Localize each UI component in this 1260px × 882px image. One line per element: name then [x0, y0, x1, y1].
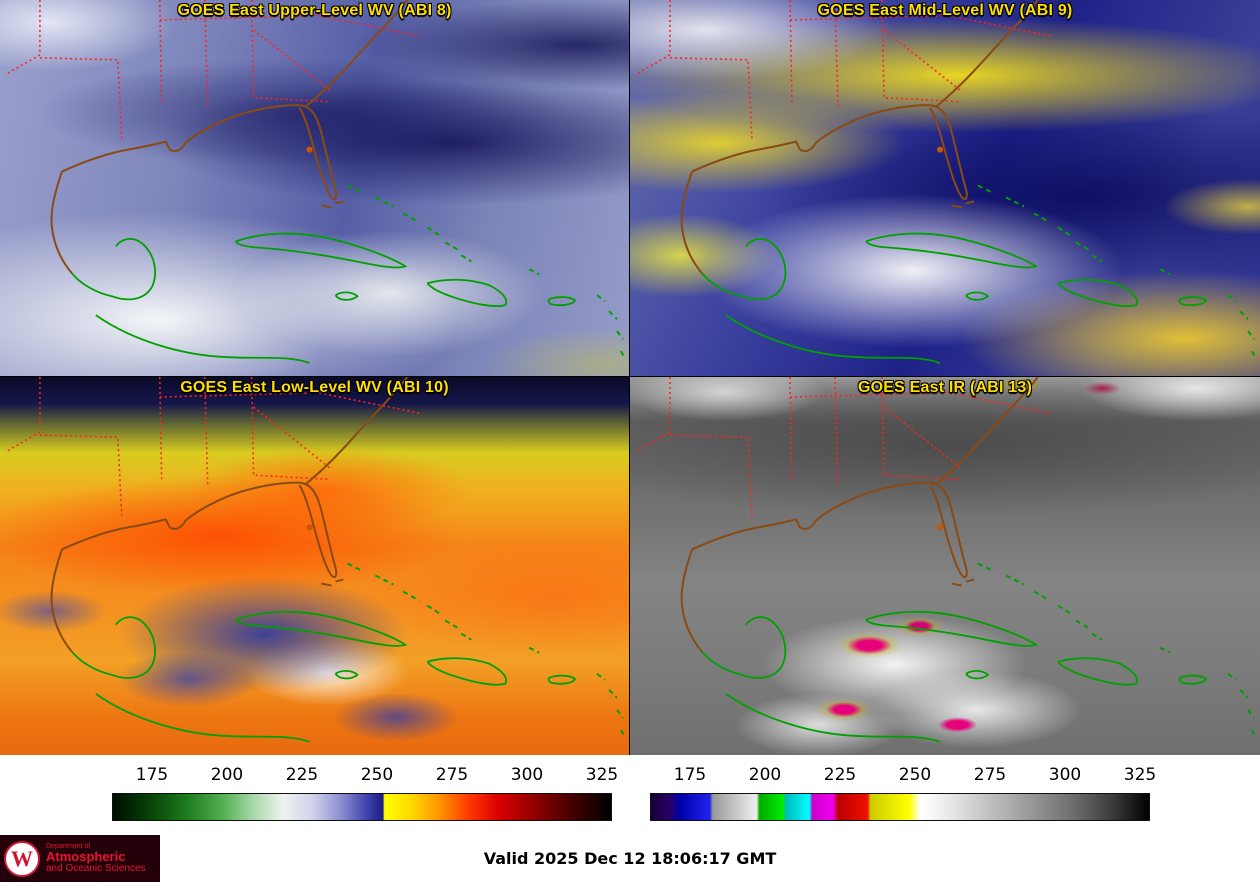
tick-label: 250	[360, 765, 394, 785]
ir-colorbar-gradient	[650, 793, 1150, 821]
ir-colorbar: 175 200 225 250 275 300 325	[650, 761, 1156, 821]
tick-label: 250	[898, 765, 932, 785]
panel-ir: GOES East IR (ABI 13)	[630, 377, 1260, 755]
tick-label: 225	[285, 765, 319, 785]
wv-colorbar: 175 200 225 250 275 300 325	[112, 761, 618, 821]
map-overlay	[3, 0, 627, 365]
tick-label: 275	[973, 765, 1007, 785]
tick-label: 175	[135, 765, 169, 785]
logo-atmospheric-line: Atmospheric	[46, 849, 126, 865]
aos-logo: W Department of Atmospheric and Oceanic …	[0, 835, 160, 882]
tick-label: 200	[210, 765, 244, 785]
tick-label: 200	[748, 765, 782, 785]
aos-logo-text: Department of Atmospheric and Oceanic Sc…	[46, 843, 146, 874]
satellite-image-upper-level-wv	[0, 0, 629, 376]
panel-upper-level-wv: GOES East Upper-Level WV (ABI 8)	[0, 0, 630, 377]
uw-crest-icon: W	[4, 840, 40, 877]
map-overlay	[634, 0, 1257, 365]
panel-title-ir: GOES East IR (ABI 13)	[857, 379, 1033, 396]
crest-letter: W	[11, 845, 33, 871]
tick-label: 225	[823, 765, 857, 785]
panel-title-low-level-wv: GOES East Low-Level WV (ABI 10)	[180, 379, 449, 396]
tick-label: 325	[1123, 765, 1157, 785]
footer: Valid 2025 Dec 12 18:06:17 GMT W Departm…	[0, 835, 1260, 882]
wv-colorbar-ticks: 175 200 225 250 275 300 325	[112, 761, 618, 793]
map-overlay	[3, 377, 627, 743]
valid-time-label: Valid 2025 Dec 12 18:06:17 GMT	[483, 849, 777, 868]
logo-dept-line: Department of	[46, 842, 91, 850]
tick-label: 300	[510, 765, 544, 785]
panel-low-level-wv: GOES East Low-Level WV (ABI 10)	[0, 377, 630, 755]
satellite-image-mid-level-wv	[630, 0, 1260, 376]
tick-label: 325	[585, 765, 619, 785]
map-overlay	[633, 377, 1258, 743]
tick-label: 300	[1048, 765, 1082, 785]
tick-label: 175	[673, 765, 707, 785]
satellite-image-ir	[630, 377, 1260, 755]
satellite-image-low-level-wv	[0, 377, 629, 755]
satellite-panel-grid: GOES East Upper-Level WV (ABI 8) GOES Ea…	[0, 0, 1260, 755]
wv-colorbar-gradient	[112, 793, 612, 821]
logo-oceanic-line: and Oceanic Sciences	[46, 862, 146, 874]
panel-mid-level-wv: GOES East Mid-Level WV (ABI 9)	[630, 0, 1260, 377]
tick-label: 275	[435, 765, 469, 785]
panel-title-mid-level-wv: GOES East Mid-Level WV (ABI 9)	[817, 2, 1073, 19]
colorbar-row: 175 200 225 250 275 300 325 175 200 225 …	[0, 755, 1260, 835]
panel-title-upper-level-wv: GOES East Upper-Level WV (ABI 8)	[177, 2, 452, 19]
ir-colorbar-ticks: 175 200 225 250 275 300 325	[650, 761, 1156, 793]
